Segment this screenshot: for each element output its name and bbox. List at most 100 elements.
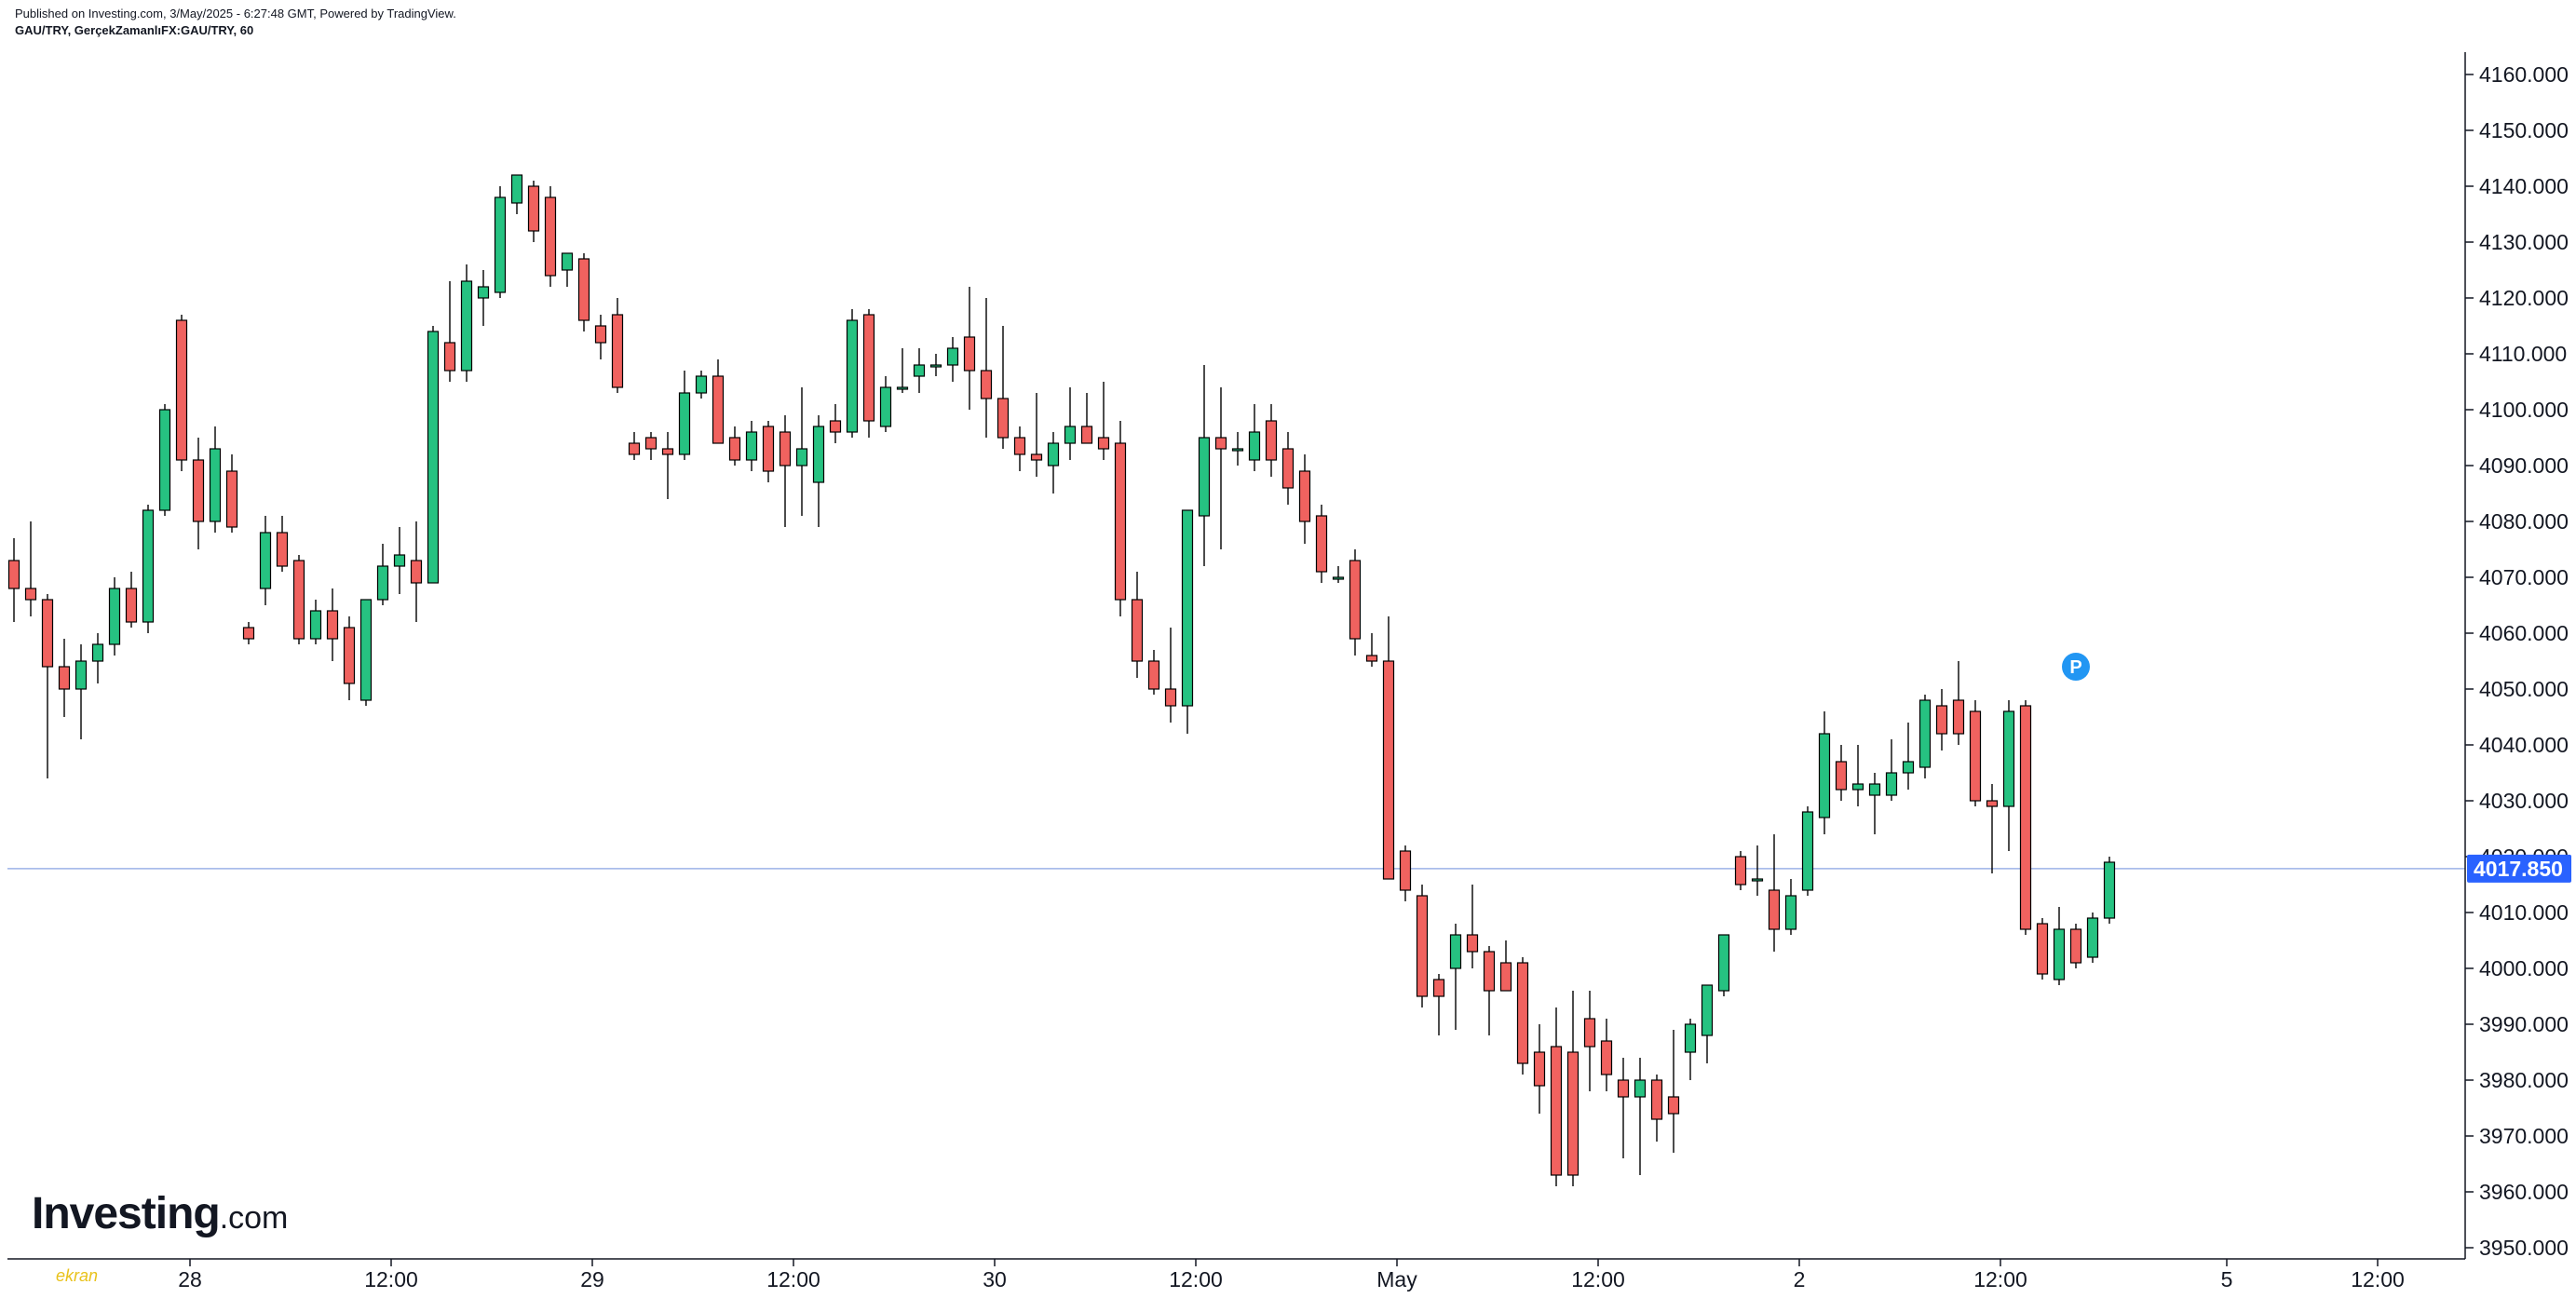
candle-body-down <box>1466 934 1479 953</box>
candle-body-down <box>1952 699 1965 735</box>
candle <box>1516 957 1529 1075</box>
candle-body-down <box>7 560 20 589</box>
candle-body-up <box>1332 576 1345 580</box>
candle <box>1583 991 1596 1091</box>
symbol-caption: GAU/TRY, GerçekZamanlıFX:GAU/TRY, 60 <box>15 23 254 37</box>
candle-body-down <box>1835 761 1848 791</box>
candle-body-down <box>644 437 658 450</box>
candle <box>846 309 859 438</box>
candle-body-up <box>1181 509 1194 707</box>
price-tick-label: 4040.000 <box>2479 733 2569 757</box>
candle <box>929 354 942 376</box>
candle-body-down <box>728 437 741 461</box>
candle <box>1265 404 1278 477</box>
price-tick-label: 3970.000 <box>2479 1124 2569 1148</box>
marker-layer: P <box>2062 653 2090 681</box>
candle <box>1902 723 1915 790</box>
candle-body-down <box>1164 688 1177 707</box>
candle-body-down <box>58 666 71 690</box>
candle <box>611 298 624 393</box>
candle <box>795 387 808 516</box>
candle-body-down <box>628 442 641 455</box>
price-tick-label: 4060.000 <box>2479 621 2569 645</box>
candle-body-down <box>1432 979 1445 997</box>
candle <box>1768 834 1781 952</box>
candle <box>1684 1019 1697 1080</box>
candle-body-up <box>376 565 389 601</box>
candle-body-down <box>1650 1079 1663 1120</box>
candle-body-up <box>494 196 507 293</box>
chart-header: Published on Investing.com, 3/May/2025 -… <box>15 6 456 39</box>
candle <box>1868 773 1881 834</box>
candle <box>1566 991 1579 1186</box>
price-axis[interactable]: 4160.000 4150.000 4140.000 4130.000 4120.000… <box>2465 62 2569 1260</box>
price-tick-label: 4070.000 <box>2479 565 2569 589</box>
candle-body-down <box>997 398 1010 439</box>
candle-body-down <box>1214 437 1227 450</box>
candle-body-down <box>980 370 993 399</box>
candle <box>2053 907 2066 985</box>
candle-body-up <box>359 599 373 701</box>
candle <box>2103 857 2116 924</box>
candle-body-up <box>1231 448 1244 452</box>
candle <box>1181 509 1194 734</box>
candle <box>1801 806 1814 896</box>
candle-body-up <box>91 643 104 662</box>
candle-body-up <box>142 509 155 623</box>
candle <box>1382 616 1395 880</box>
candle <box>1969 700 1982 806</box>
price-tick-label: 4110.000 <box>2479 342 2567 366</box>
candle-body-up <box>393 554 406 567</box>
candle <box>1751 845 1764 896</box>
candle-body-up <box>1918 699 1932 768</box>
candle <box>1986 784 1999 873</box>
candle <box>1147 650 1160 695</box>
candle-body-up <box>1717 934 1730 992</box>
time-tick-label: 12:00 <box>1571 1267 1625 1291</box>
candle-body-up <box>209 448 222 522</box>
candle-body-down <box>410 560 423 584</box>
candle-body-down <box>712 375 725 444</box>
candle-body-down <box>1768 889 1781 930</box>
candle <box>644 432 658 460</box>
candle <box>695 371 708 399</box>
candle-body-up <box>2103 861 2116 919</box>
candle <box>862 309 875 438</box>
candle-body-down <box>1349 560 1362 640</box>
time-tick-label: 12:00 <box>364 1267 418 1291</box>
time-axis[interactable]: 28 12:00 29 12:00 30 12:00 May 12:00 2 12:00 5 12:0… <box>178 1259 2405 1291</box>
candle-body-down <box>1533 1051 1546 1087</box>
candle <box>2002 700 2015 851</box>
marker-circle[interactable] <box>2062 653 2090 681</box>
candle-body-up <box>460 280 473 372</box>
candle-body-up <box>1885 772 1898 796</box>
candle <box>963 287 976 410</box>
candle-body-down <box>1114 442 1127 601</box>
candle-body-down <box>1935 705 1948 735</box>
candle-body-down <box>2036 923 2049 975</box>
candle <box>1164 628 1177 723</box>
candle <box>980 298 993 438</box>
candle <box>292 555 305 644</box>
candle <box>1030 393 1043 477</box>
candle <box>527 181 540 242</box>
candle-body-up <box>2002 710 2015 807</box>
candle <box>1349 549 1362 656</box>
candle <box>1298 454 1311 544</box>
candle-body-down <box>762 426 775 472</box>
candle-body-up <box>1701 984 1714 1036</box>
candle-body-down <box>292 560 305 640</box>
time-tick-label: 12:00 <box>1973 1267 2027 1291</box>
candle-body-up <box>1634 1079 1647 1098</box>
time-tick-label: 30 <box>983 1267 1007 1291</box>
candle <box>343 616 356 700</box>
candle <box>225 454 238 533</box>
last-price-badge: 4017.850 <box>2467 854 2571 883</box>
price-tick-label: 4030.000 <box>2479 789 2569 813</box>
candle-body-down <box>862 314 875 422</box>
candle-body-up <box>1751 878 1764 882</box>
candle <box>1315 505 1328 583</box>
candle-body-down <box>1986 800 1999 807</box>
candles <box>7 174 2116 1186</box>
